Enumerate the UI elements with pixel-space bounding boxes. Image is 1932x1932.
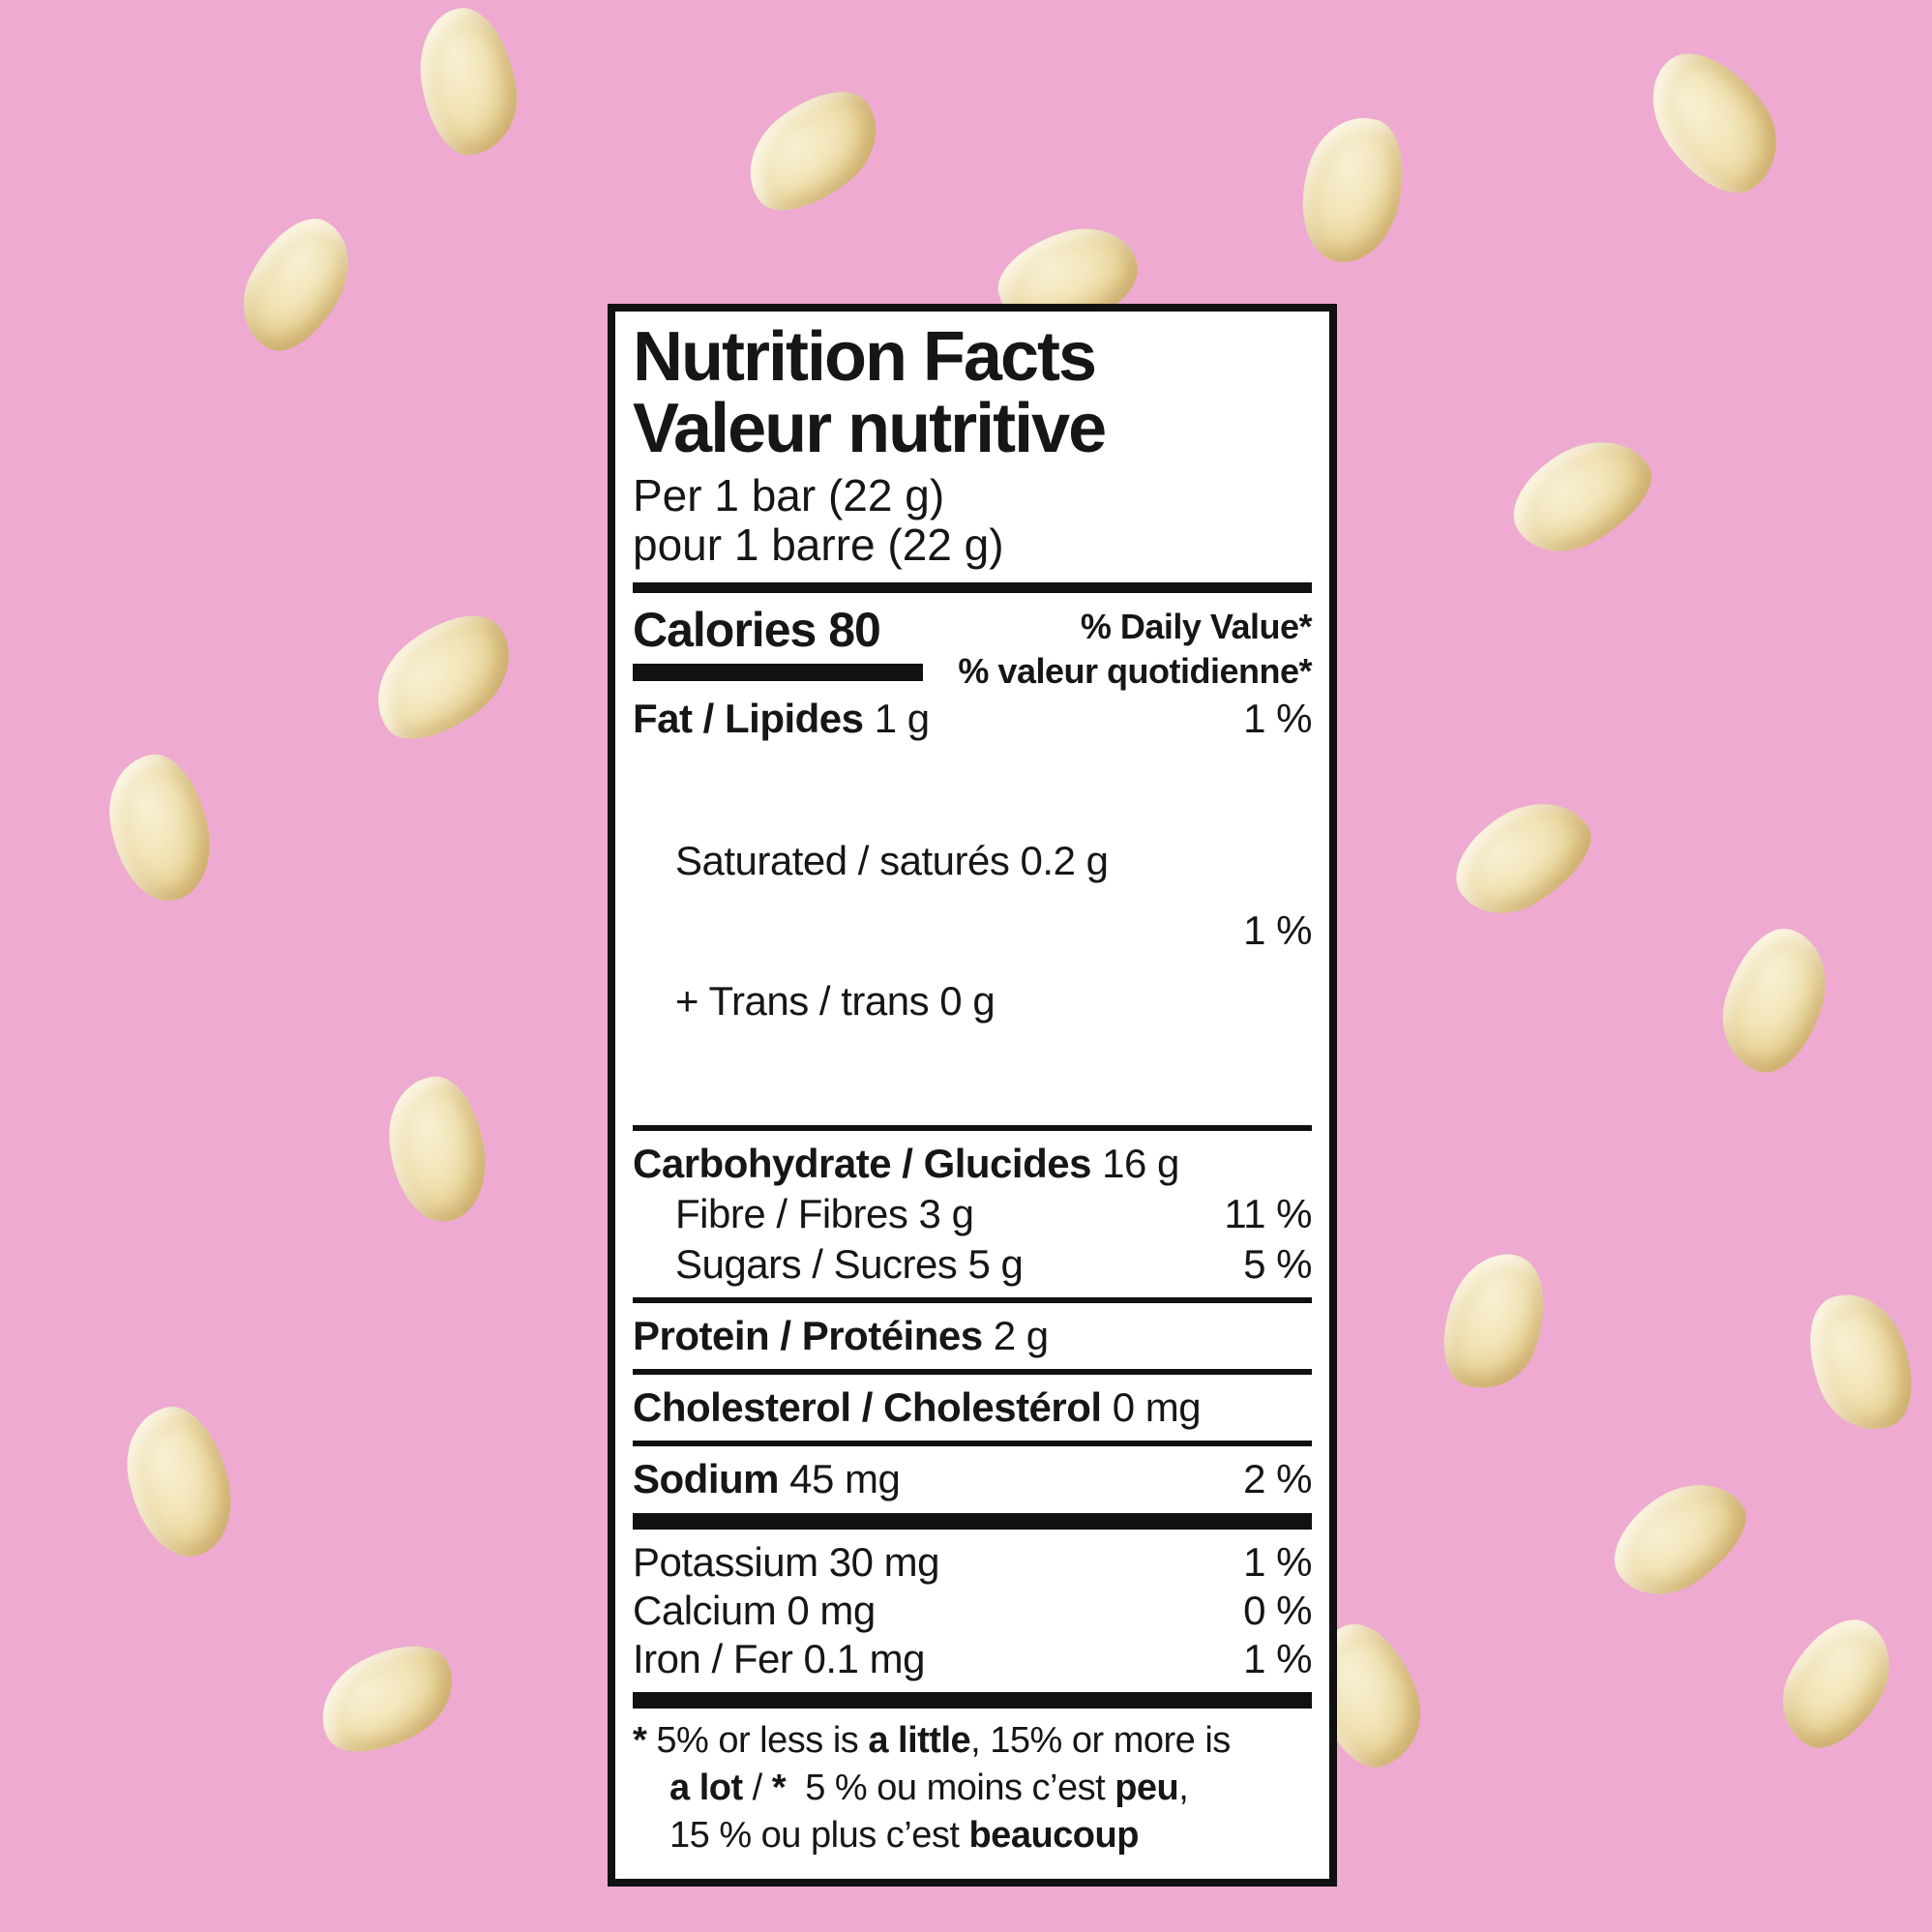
cereal-piece <box>1628 30 1800 214</box>
separator-heavy <box>633 1692 1312 1709</box>
daily-value-header-fr: % valeur quotidienne* <box>958 651 1312 691</box>
cereal-piece <box>1763 1601 1910 1766</box>
row-fat: Fat / Lipides 1 g 1 % <box>633 694 1312 744</box>
row-potassium: Potassium 30 mg 1 % <box>633 1538 1312 1587</box>
row-carbohydrate: Carbohydrate / Glucides 16 g <box>633 1139 1312 1189</box>
footnote-line-2: a lot / * 5 % ou moins c’est peu, <box>669 1768 1189 1808</box>
row-cholesterol-label: Cholesterol / Cholestérol 0 mg <box>633 1384 1202 1430</box>
daily-value-header: % Daily Value* % valeur quotidienne* <box>958 605 1312 694</box>
separator-thin <box>633 1125 1312 1131</box>
cereal-piece <box>223 201 369 368</box>
row-fibre-label: Fibre / Fibres 3 g <box>675 1191 974 1236</box>
row-carbohydrate-label: Carbohydrate / Glucides 16 g <box>633 1141 1179 1186</box>
cereal-piece <box>1595 1461 1764 1616</box>
row-sodium-dv: 2 % <box>1243 1456 1312 1501</box>
row-potassium-label: Potassium 30 mg <box>633 1539 939 1585</box>
row-protein-label: Protein / Protéines 2 g <box>633 1313 1049 1358</box>
separator-thin <box>633 1441 1312 1446</box>
cereal-piece <box>303 1625 471 1772</box>
footnote-line-1: * 5% or less is a little, 15% or more is <box>633 1720 1231 1761</box>
separator-thin <box>633 1297 1312 1303</box>
row-potassium-dv: 1 % <box>1243 1539 1312 1585</box>
cereal-piece <box>353 592 533 762</box>
row-calcium-dv: 0 % <box>1243 1588 1312 1633</box>
daily-value-header-en: % Daily Value* <box>1080 607 1313 646</box>
row-saturated-label: Saturated / saturés 0.2 g <box>675 838 1109 883</box>
separator-heavy <box>633 1513 1312 1530</box>
calories-underline <box>633 664 923 681</box>
calories-value: Calories 80 <box>633 603 881 657</box>
row-trans-label: + Trans / trans 0 g <box>675 978 996 1024</box>
row-sugars-dv: 5 % <box>1243 1241 1312 1287</box>
serving-size-fr: pour 1 barre (22 g) <box>633 520 1004 570</box>
cereal-piece <box>1426 1239 1563 1404</box>
cereal-piece <box>1709 917 1840 1084</box>
cereal-piece <box>411 2 525 161</box>
row-saturated-trans: Saturated / saturés 0.2 g + Trans / tran… <box>633 744 1312 1117</box>
cereal-piece <box>381 1071 493 1228</box>
row-sodium: Sodium 45 mg 2 % <box>633 1454 1312 1504</box>
cereal-piece <box>1438 780 1608 935</box>
label-title-fr: Valeur nutritive <box>633 390 1107 467</box>
row-protein: Protein / Protéines 2 g <box>633 1311 1312 1361</box>
row-iron: Iron / Fer 0.1 mg 1 % <box>633 1635 1312 1683</box>
row-fat-label: Fat / Lipides 1 g <box>633 696 930 741</box>
serving-size-en: Per 1 bar (22 g) <box>633 470 945 520</box>
separator-thick-top <box>633 582 1312 593</box>
cereal-piece <box>1790 1278 1931 1446</box>
calories-section: Calories 80 % Daily Value* % valeur quot… <box>633 605 1312 694</box>
row-fat-dv: 1 % <box>1243 696 1312 741</box>
row-iron-dv: 1 % <box>1243 1636 1312 1681</box>
row-sugars-label: Sugars / Sucres 5 g <box>675 1241 1024 1287</box>
cereal-piece <box>727 70 899 232</box>
row-cholesterol: Cholesterol / Cholestérol 0 mg <box>633 1382 1312 1433</box>
separator-thin <box>633 1369 1312 1375</box>
footnote-line-3: 15 % ou plus c’est beaucoup <box>669 1815 1139 1856</box>
row-fibre: Fibre / Fibres 3 g 11 % <box>633 1189 1312 1239</box>
calories-block: Calories 80 <box>633 605 923 681</box>
saturated-trans-lines: Saturated / saturés 0.2 g + Trans / tran… <box>633 744 1109 1117</box>
label-title-en: Nutrition Facts <box>633 318 1097 396</box>
row-saturated-trans-dv: 1 % <box>1243 907 1312 953</box>
row-calcium-label: Calcium 0 mg <box>633 1588 876 1633</box>
row-iron-label: Iron / Fer 0.1 mg <box>633 1636 925 1681</box>
cereal-piece <box>113 1397 245 1567</box>
cereal-piece <box>1496 418 1668 573</box>
footnote: * 5% or less is a little, 15% or more is… <box>633 1717 1312 1859</box>
nutrition-facts-label: Nutrition Facts Valeur nutritive Per 1 b… <box>608 304 1337 1887</box>
row-calcium: Calcium 0 mg 0 % <box>633 1587 1312 1635</box>
cereal-piece <box>1288 106 1417 273</box>
row-fibre-dv: 11 % <box>1224 1191 1312 1236</box>
row-sugars: Sugars / Sucres 5 g 5 % <box>633 1239 1312 1290</box>
cereal-piece <box>98 746 222 910</box>
row-sodium-label: Sodium 45 mg <box>633 1456 901 1501</box>
